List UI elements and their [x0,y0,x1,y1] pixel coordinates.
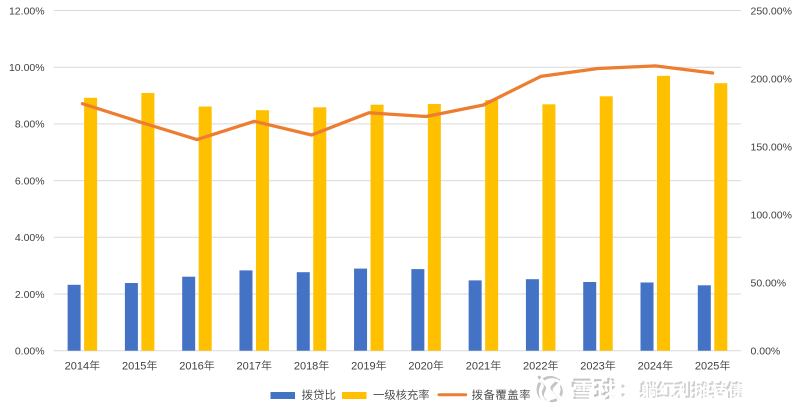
svg-text:50.00%: 50.00% [751,278,787,290]
svg-text:2014: 2014 [65,361,89,373]
svg-text:2016: 2016 [179,361,203,373]
svg-text:200.00%: 200.00% [751,73,792,85]
svg-text:2022: 2022 [523,361,547,373]
svg-text:250.00%: 250.00% [751,5,792,17]
svg-text:4.00%: 4.00% [15,232,45,244]
svg-text:150.00%: 150.00% [751,141,792,153]
svg-text:2023: 2023 [580,361,604,373]
svg-text:2018: 2018 [294,361,318,373]
svg-text:0.00%: 0.00% [15,346,45,358]
svg-text:2021: 2021 [466,361,490,373]
svg-text:2019: 2019 [351,361,375,373]
svg-text:10.00%: 10.00% [9,62,45,74]
svg-text:0.00%: 0.00% [751,346,781,358]
svg-text:6.00%: 6.00% [15,175,45,187]
svg-text:100.00%: 100.00% [751,209,792,221]
svg-text:2015: 2015 [122,361,146,373]
svg-text:8.00%: 8.00% [15,119,45,131]
svg-text:12.00%: 12.00% [9,5,45,17]
svg-text:2025: 2025 [695,361,719,373]
svg-text:2024: 2024 [638,361,662,373]
svg-text:2017: 2017 [237,361,261,373]
svg-text:2.00%: 2.00% [15,289,45,301]
svg-text:2020: 2020 [408,361,432,373]
